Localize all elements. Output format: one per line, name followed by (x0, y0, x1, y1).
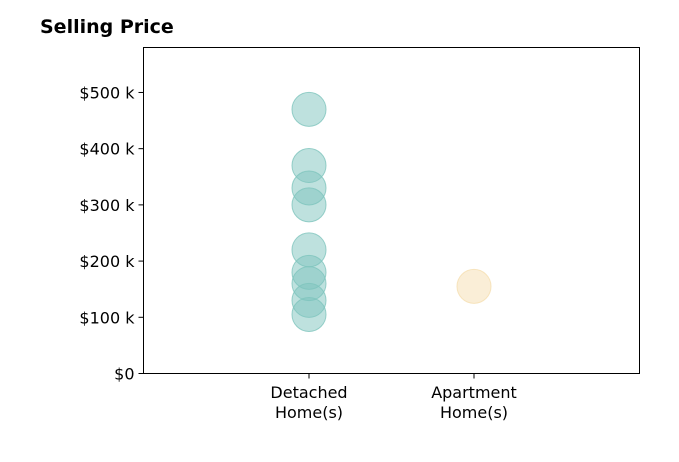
y-tick-label: $100 k (79, 308, 135, 327)
data-point (291, 296, 327, 332)
chart-title: Selling Price (40, 16, 174, 38)
y-tick-label: $0 (114, 365, 134, 384)
x-tick-label: Detached (270, 383, 347, 402)
plot-frame (143, 47, 640, 374)
y-tick-label: $300 k (79, 196, 135, 215)
y-axis: $0 $100 k $200 k $300 k $400 k $500 k (79, 83, 144, 384)
x-tick-label: Home(s) (275, 403, 343, 422)
y-tick-label: $200 k (79, 252, 135, 271)
data-point (456, 268, 492, 304)
x-tick-label: Home(s) (440, 403, 508, 422)
data-point (291, 91, 327, 127)
x-tick-label: Apartment (431, 383, 517, 402)
y-tick-label: $400 k (79, 140, 135, 159)
data-point (291, 187, 327, 223)
points-layer (291, 91, 492, 332)
y-tick-label: $500 k (79, 83, 135, 102)
